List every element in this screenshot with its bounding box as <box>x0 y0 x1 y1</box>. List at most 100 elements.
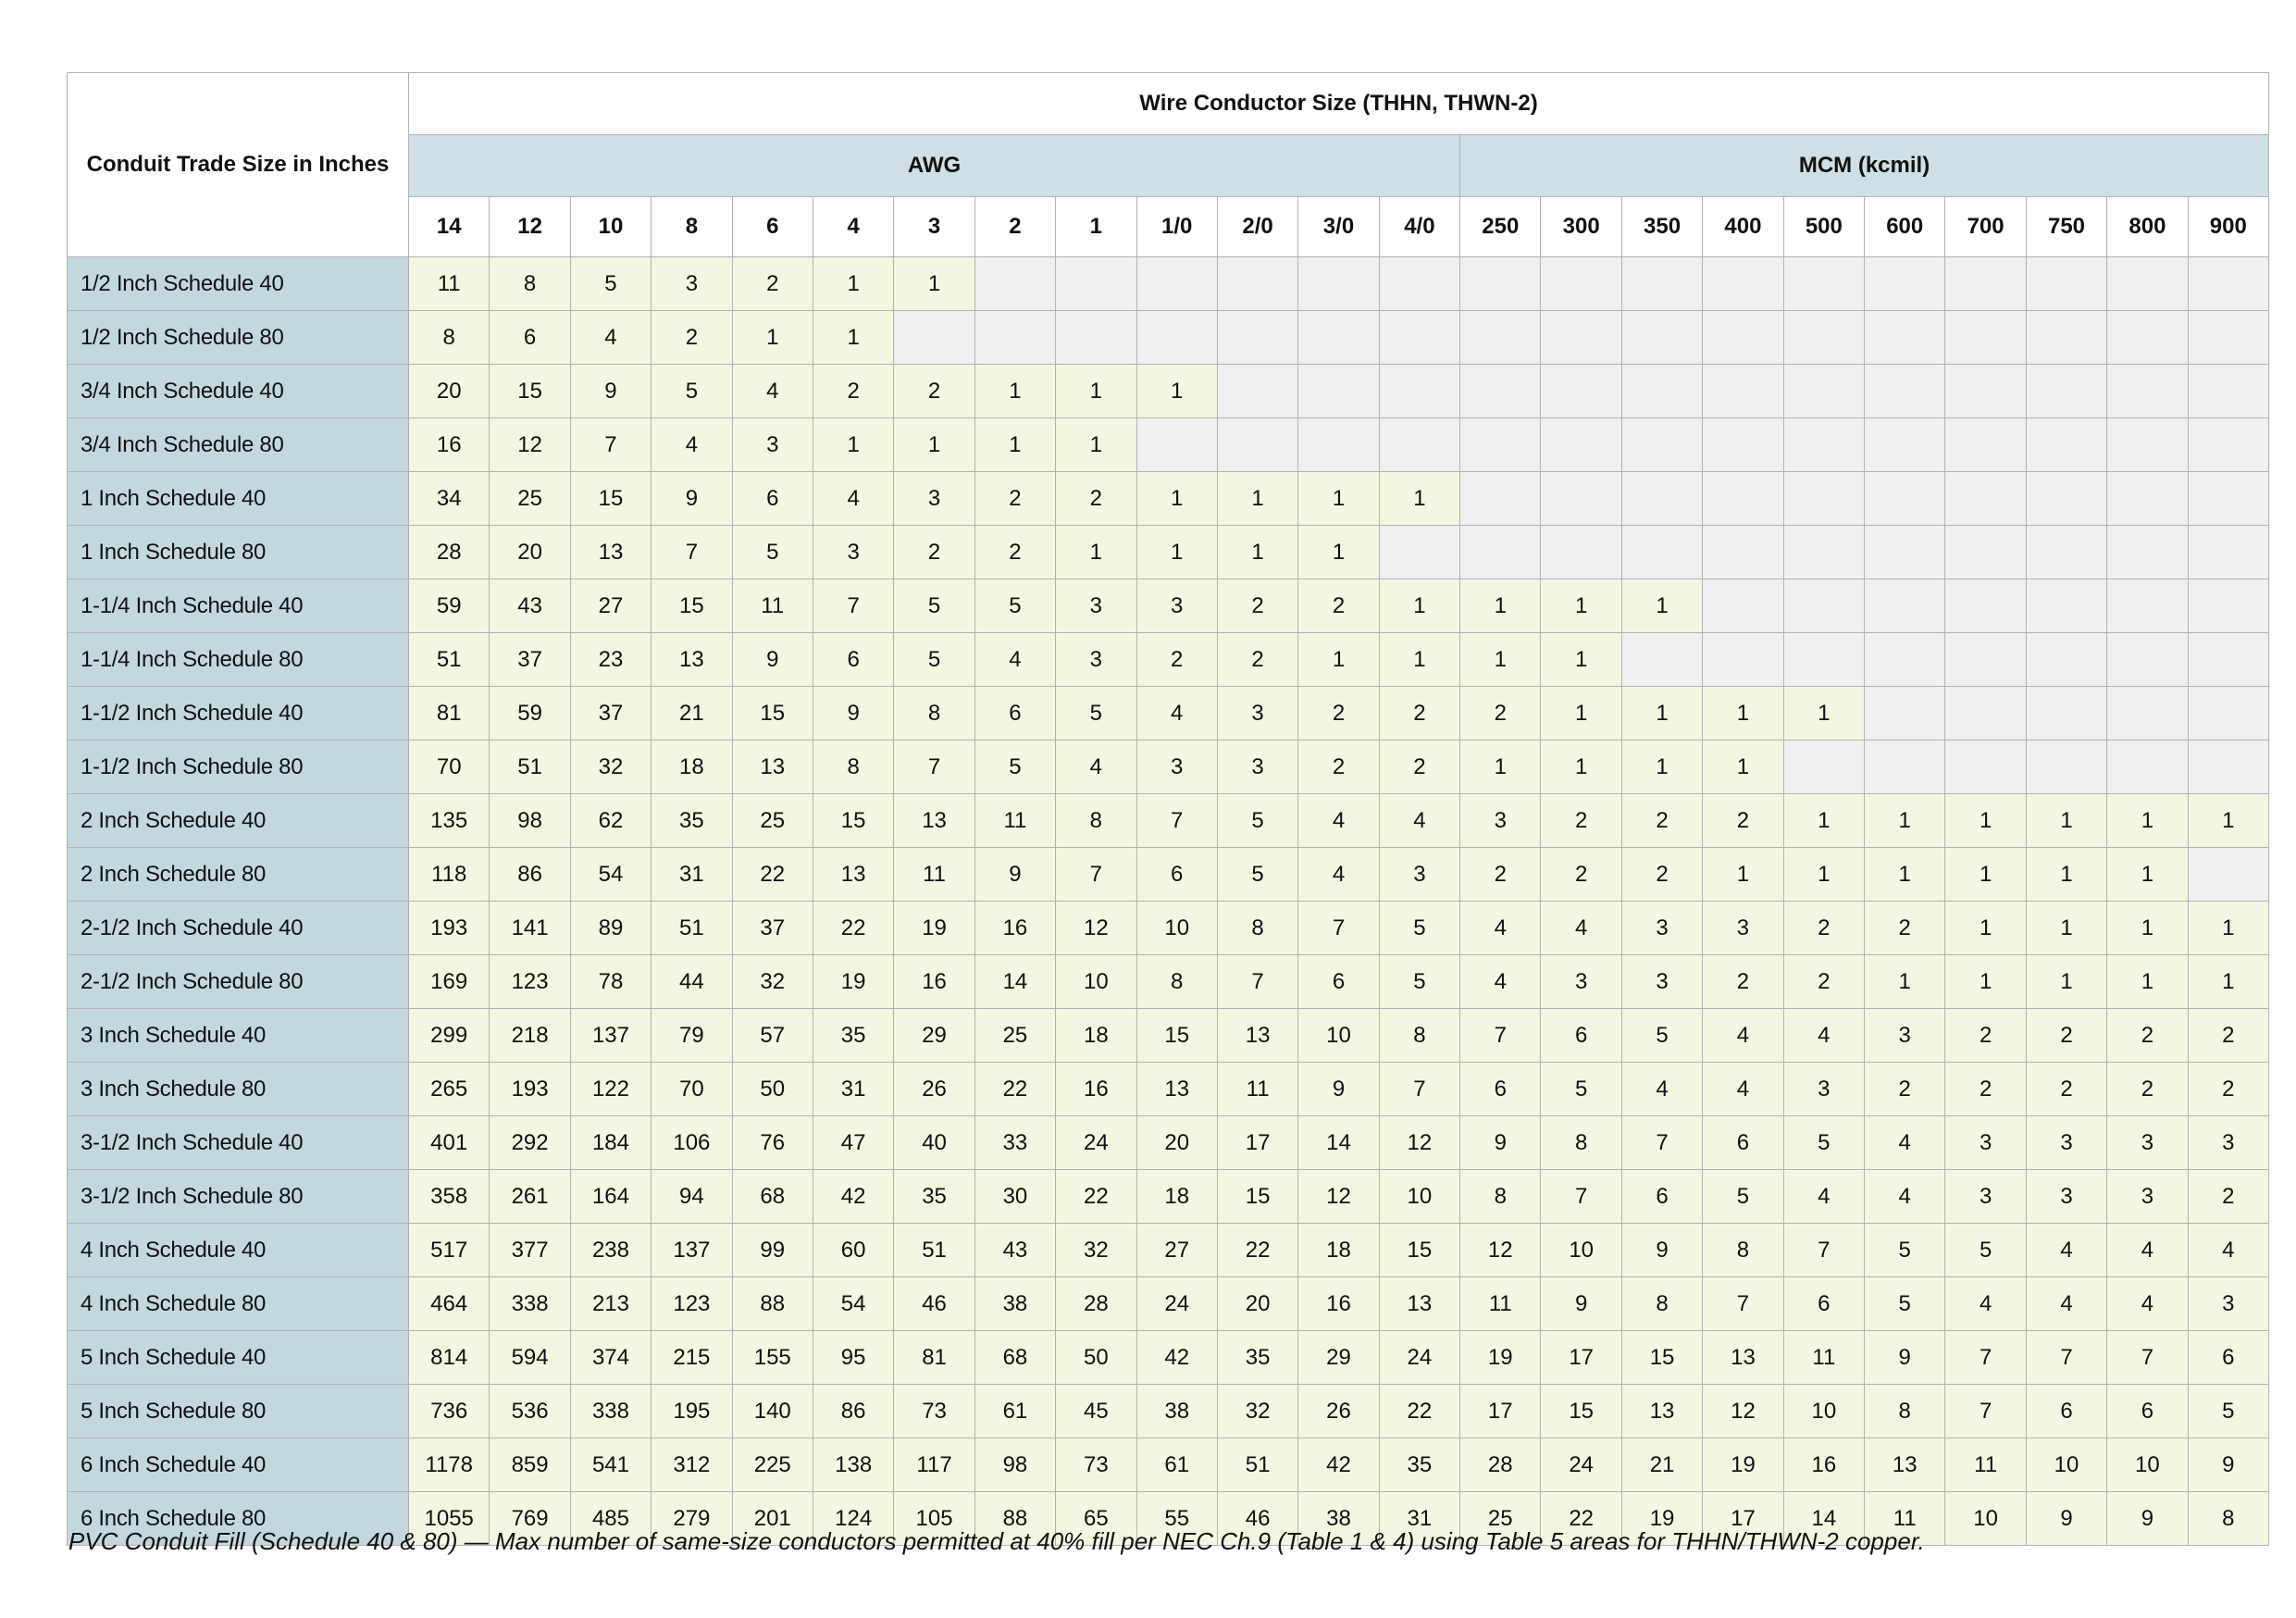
value-cell: 98 <box>489 793 571 848</box>
value-cell: 1 <box>1702 847 1784 902</box>
value-cell: 20 <box>489 525 571 579</box>
value-cell: 13 <box>731 740 813 794</box>
size-header: 4/0 <box>1378 196 1461 257</box>
value-cell: 10 <box>1297 1008 1380 1063</box>
value-cell: 33 <box>974 1115 1057 1170</box>
empty-cell <box>1055 310 1137 365</box>
value-cell: 20 <box>407 364 490 418</box>
value-cell: 1 <box>1864 954 1946 1009</box>
value-cell: 2 <box>1944 1008 2027 1063</box>
value-cell: 8 <box>1378 1008 1461 1063</box>
size-header: 300 <box>1540 196 1622 257</box>
value-cell: 12 <box>1297 1169 1380 1224</box>
empty-cell <box>1944 686 2027 741</box>
size-header: 700 <box>1944 196 2027 257</box>
value-cell: 1 <box>1297 632 1380 687</box>
value-cell: 11 <box>1944 1438 2027 1492</box>
value-cell: 2 <box>2106 1008 2189 1063</box>
value-cell: 1 <box>1216 525 1299 579</box>
value-cell: 2 <box>2187 1062 2269 1116</box>
value-cell: 261 <box>489 1169 571 1224</box>
value-cell: 1 <box>2106 847 2189 902</box>
value-cell: 3 <box>1055 579 1137 633</box>
value-cell: 88 <box>974 1491 1057 1546</box>
value-cell: 68 <box>974 1330 1057 1385</box>
value-cell: 12 <box>489 417 571 472</box>
value-cell: 5 <box>1055 686 1137 741</box>
empty-cell <box>2025 740 2108 794</box>
table-caption: PVC Conduit Fill (Schedule 40 & 80) — Ma… <box>68 1527 1925 1555</box>
table-row: 5 Inch Schedule 40 814 594 374 215 155 95 81 68 5… <box>67 1330 2269 1385</box>
value-cell: 7 <box>1378 1062 1461 1116</box>
row-label: 3 Inch Schedule 80 <box>67 1062 409 1116</box>
value-cell: 3 <box>1136 579 1218 633</box>
value-cell: 2 <box>1864 1062 1946 1116</box>
value-cell: 37 <box>489 632 571 687</box>
value-cell: 13 <box>1216 1008 1299 1063</box>
value-cell: 32 <box>1055 1223 1137 1277</box>
value-cell: 9 <box>974 847 1057 902</box>
value-cell: 859 <box>489 1438 571 1492</box>
corner-header: Conduit Trade Size in Inches <box>67 72 409 257</box>
value-cell: 13 <box>1378 1276 1461 1331</box>
table-row: 3 Inch Schedule 40 299 218 137 79 57 35 29 25 18 1… <box>67 1008 2269 1063</box>
size-header: 250 <box>1459 196 1542 257</box>
value-cell: 1 <box>812 256 895 311</box>
value-cell: 13 <box>569 525 652 579</box>
value-cell: 15 <box>1378 1223 1461 1277</box>
value-cell: 4 <box>1782 1169 1866 1224</box>
value-cell: 99 <box>731 1223 813 1277</box>
value-cell: 4 <box>974 632 1057 687</box>
value-cell: 32 <box>569 740 652 794</box>
value-cell: 19 <box>893 901 975 955</box>
value-cell: 11 <box>1216 1062 1299 1116</box>
empty-cell <box>1620 310 1704 365</box>
value-cell: 5 <box>1378 901 1461 955</box>
value-cell: 81 <box>893 1330 975 1385</box>
empty-cell <box>2025 525 2108 579</box>
value-cell: 3 <box>1944 1115 2027 1170</box>
value-cell: 6 <box>1702 1115 1784 1170</box>
empty-cell <box>2106 740 2189 794</box>
value-cell: 1 <box>1782 686 1866 741</box>
value-cell: 15 <box>569 471 652 526</box>
value-cell: 1 <box>1297 525 1380 579</box>
empty-cell <box>1216 310 1299 365</box>
value-cell: 1 <box>2106 954 2189 1009</box>
value-cell: 6 <box>812 632 895 687</box>
value-cell: 11 <box>731 579 813 633</box>
conduit-fill-table-container: Conduit Trade Size in Inches Wire Conduct… <box>67 72 2269 1546</box>
value-cell: 9 <box>2187 1438 2269 1492</box>
empty-cell <box>2187 847 2269 902</box>
value-cell: 464 <box>407 1276 490 1331</box>
value-cell: 2 <box>974 471 1057 526</box>
value-cell: 265 <box>407 1062 490 1116</box>
value-cell: 28 <box>1459 1438 1542 1492</box>
row-label: 1/2 Inch Schedule 40 <box>67 256 409 311</box>
empty-cell <box>1944 471 2027 526</box>
value-cell: 1 <box>1620 686 1704 741</box>
value-cell: 51 <box>489 740 571 794</box>
value-cell: 16 <box>1782 1438 1866 1492</box>
value-cell: 4 <box>1459 954 1542 1009</box>
value-cell: 10 <box>1055 954 1137 1009</box>
row-label: 1-1/4 Inch Schedule 80 <box>67 632 409 687</box>
value-cell: 18 <box>651 740 733 794</box>
empty-cell <box>1944 256 2027 311</box>
value-cell: 8 <box>1136 954 1218 1009</box>
value-cell: 1 <box>1540 579 1622 633</box>
table-row: 1/2 Inch Schedule 80 8 6 4 2 1 1 <box>67 310 2269 365</box>
value-cell: 1 <box>1378 471 1461 526</box>
value-cell: 169 <box>407 954 490 1009</box>
value-cell: 13 <box>1864 1438 1946 1492</box>
value-cell: 2 <box>1944 1062 2027 1116</box>
value-cell: 1 <box>893 256 975 311</box>
value-cell: 4 <box>1055 740 1137 794</box>
value-cell: 22 <box>812 901 895 955</box>
value-cell: 73 <box>893 1384 975 1438</box>
value-cell: 3 <box>651 256 733 311</box>
value-cell: 1 <box>2106 901 2189 955</box>
value-cell: 42 <box>1136 1330 1218 1385</box>
empty-cell <box>1055 256 1137 311</box>
value-cell: 7 <box>2025 1330 2108 1385</box>
